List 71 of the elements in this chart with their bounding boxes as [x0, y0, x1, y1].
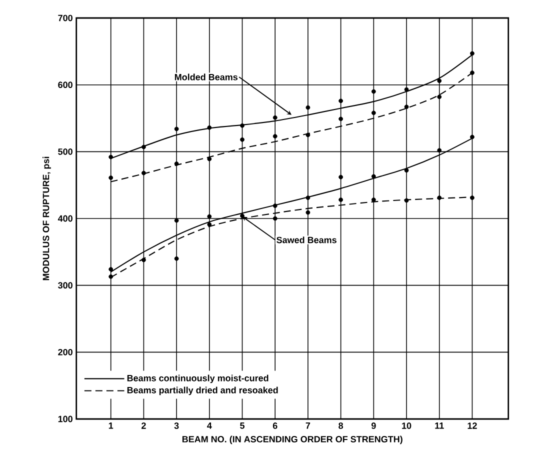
point — [207, 125, 212, 130]
x-tick-label: 12 — [468, 422, 477, 429]
point — [272, 134, 278, 138]
point — [174, 126, 179, 132]
point — [338, 116, 344, 122]
x-tick-label: 5 — [240, 422, 245, 429]
annotation: Sawed Beams — [276, 236, 336, 244]
point — [272, 204, 278, 208]
point — [437, 148, 442, 153]
point — [306, 105, 310, 110]
point — [207, 222, 212, 227]
y-tick-label: 200 — [58, 348, 72, 356]
y-axis-title: MODULUS OF RUPTURE, psi — [42, 156, 51, 280]
point — [404, 198, 409, 203]
point — [371, 174, 376, 179]
point — [437, 78, 442, 84]
point — [371, 198, 376, 202]
x-tick-label: 11 — [435, 422, 444, 429]
point — [272, 216, 278, 221]
point — [108, 154, 114, 160]
annotation: Molded Beams — [174, 74, 238, 80]
point — [240, 214, 244, 218]
point — [306, 132, 310, 138]
point — [404, 168, 409, 173]
point — [470, 196, 474, 200]
x-axis-title: BEAM NO. (IN ASCENDING ORDER OF STRENGTH) — [182, 436, 402, 444]
point — [174, 256, 179, 261]
point — [142, 144, 146, 150]
x-tick-label: 10 — [402, 422, 412, 429]
point — [470, 134, 474, 140]
legend-label: Beams continuously moist-cured — [127, 374, 268, 384]
y-tick-label: 700 — [58, 14, 72, 22]
x-tick-label: 3 — [174, 422, 179, 429]
point — [338, 198, 344, 202]
x-tick-label: 2 — [142, 422, 146, 429]
x-tick-label: 9 — [371, 422, 376, 429]
point — [404, 87, 409, 92]
x-tick-label: 4 — [207, 422, 212, 429]
x-tick-label: 7 — [306, 422, 310, 429]
point — [207, 214, 212, 219]
point — [371, 89, 376, 94]
point — [272, 115, 278, 120]
y-tick-label: 500 — [58, 148, 72, 155]
x-tick-label: 1 — [108, 422, 114, 429]
point — [108, 267, 114, 272]
point — [240, 123, 244, 128]
point — [240, 137, 244, 142]
y-tick-label: 400 — [58, 215, 72, 222]
y-tick-label: 100 — [58, 416, 72, 422]
point — [306, 210, 310, 215]
point — [174, 218, 179, 223]
x-tick-label: 6 — [272, 422, 278, 429]
point — [470, 51, 474, 56]
x-tick-label: 8 — [338, 422, 344, 429]
point — [437, 196, 442, 200]
y-tick-label: 600 — [58, 82, 72, 88]
point — [108, 274, 114, 279]
point — [338, 98, 344, 104]
point — [207, 156, 212, 162]
point — [142, 258, 146, 262]
point — [371, 110, 376, 116]
point — [174, 162, 179, 166]
point — [306, 196, 310, 200]
point — [338, 174, 344, 180]
point — [108, 176, 114, 180]
point — [404, 104, 409, 110]
point — [142, 170, 146, 176]
point — [437, 94, 442, 100]
y-tick-label: 300 — [58, 282, 72, 289]
legend-label: Beams partially dried and resoaked — [127, 386, 278, 396]
point — [470, 70, 474, 76]
